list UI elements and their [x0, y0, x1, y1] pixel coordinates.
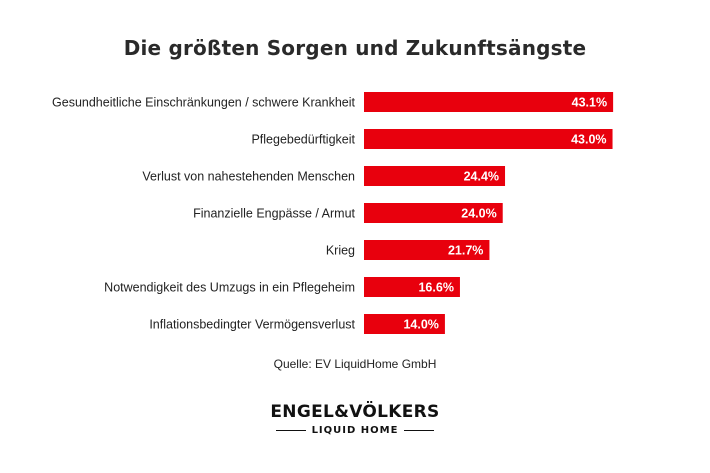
bar: [364, 203, 503, 223]
value-label: 43.0%: [571, 133, 606, 147]
bar: [364, 129, 613, 149]
logo-wordmark: ENGEL&VÖLKERS: [270, 402, 440, 422]
value-label: 24.0%: [461, 207, 496, 221]
chart-title: Die größten Sorgen und Zukunftsängste: [123, 36, 587, 60]
bar: [364, 314, 445, 334]
logo-divider-right: [404, 430, 435, 431]
logo-subtext: LIQUID HOME: [311, 425, 399, 436]
bar: [364, 166, 506, 186]
category-label: Verlust von nahestehenden Menschen: [142, 170, 355, 184]
source-note: Quelle: EV LiquidHome GmbH: [273, 357, 437, 371]
value-label: 21.7%: [448, 244, 483, 258]
logo-divider-left: [275, 430, 306, 431]
category-label: Finanzielle Engpässe / Armut: [193, 207, 355, 221]
brand-logo: ENGEL&VÖLKERS LIQUID HOME: [0, 402, 710, 436]
value-label: 14.0%: [403, 318, 438, 332]
value-label: 24.4%: [464, 170, 499, 184]
bar: [364, 92, 614, 112]
category-label: Inflationsbedingter Vermögensverlust: [149, 318, 355, 332]
bar: [364, 277, 460, 297]
logo-subline: LIQUID HOME: [0, 425, 710, 436]
category-label: Notwendigkeit des Umzugs in ein Pflegehe…: [104, 281, 355, 295]
category-label: Pflegebedürftigkeit: [251, 133, 355, 147]
value-label: 43.1%: [572, 96, 607, 110]
value-label: 16.6%: [418, 281, 453, 295]
category-label: Krieg: [326, 244, 355, 258]
bar: [364, 240, 490, 260]
category-label: Gesundheitliche Einschränkungen / schwer…: [52, 96, 355, 110]
